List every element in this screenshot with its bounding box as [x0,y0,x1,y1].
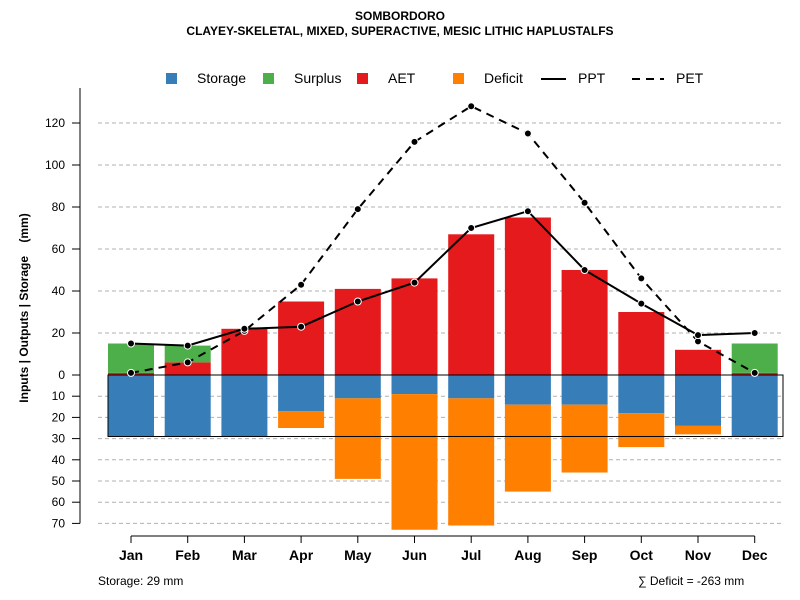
x-tick-label-mar: Mar [232,547,257,563]
deficit-bar [448,398,495,526]
legend-storage-swatch [166,73,177,84]
surplus-bar [108,343,154,373]
storage-bar [164,375,211,437]
y-tick-label: 40 [52,284,66,298]
pet-point [523,129,532,138]
y-tick-label: 10 [52,389,66,403]
surplus-bar [164,345,211,363]
aet-bar [504,217,551,375]
y-tick-label: 30 [52,432,66,446]
y-tick-label: 20 [52,410,66,424]
pet-point [750,368,759,377]
ppt-point [410,278,419,287]
deficit-bar [391,394,438,530]
x-tick-label-jun: Jun [402,547,427,563]
legend-ppt-label: PPT [578,70,606,86]
aet-bar [164,362,211,375]
y-tick-label: 40 [52,453,66,467]
storage-bar [221,375,268,437]
legend-deficit-label: Deficit [484,70,523,86]
aet-bar [448,234,495,375]
surplus-bar [731,343,778,373]
x-tick-label-oct: Oct [630,547,654,563]
deficit-bar [334,398,381,479]
aet-bar [391,278,438,375]
storage-bar [448,375,495,399]
storage-bar [561,375,608,405]
y-tick-label: 60 [52,495,66,509]
legend-aet-swatch [357,73,368,84]
legend-pet-label: PET [676,70,704,86]
pet-point [580,198,589,207]
ppt-point [580,266,589,274]
x-tick-label-jul: Jul [461,547,481,563]
aet-bar [675,349,721,375]
y-tick-label: 60 [52,242,66,256]
x-tick-label-may: May [344,547,371,563]
x-tick-label-sep: Sep [572,547,598,563]
ppt-point [523,207,532,216]
ppt-point [467,224,476,232]
storage-bar [108,375,154,437]
y-tick-label: 80 [52,200,66,214]
deficit-bar [675,425,721,435]
x-tick-label-apr: Apr [289,547,314,563]
deficit-bar [561,404,608,473]
aet-bar [221,328,268,375]
ppt-point [297,322,306,331]
storage-bar [731,375,778,437]
y-tick-label: 20 [52,326,66,340]
y-tick-label: 50 [52,474,66,488]
pet-point [353,205,362,214]
aet-bar [278,301,325,375]
x-tick-label-dec: Dec [742,547,768,563]
y-tick-label: 70 [52,516,66,530]
ppt-point [694,331,702,340]
storage-bar [504,375,551,405]
storage-bar [334,375,381,399]
legend-storage-label: Storage [197,70,247,86]
pet-point [127,368,135,377]
storage-capacity-outline [107,374,784,437]
pet-line [130,105,756,374]
storage-bar [278,375,325,412]
pet-point [637,274,646,283]
x-tick-label-aug: Aug [514,547,541,563]
y-tick-label: 120 [45,116,65,130]
deficit-summary: ∑ Deficit = -263 mm [638,574,745,588]
y-tick-label: 100 [45,158,65,172]
ppt-point [750,329,759,337]
x-tick-label-feb: Feb [175,547,200,563]
pet-point [410,137,419,146]
storage-bar [618,375,665,414]
storage-bar [675,375,721,426]
ppt-point [353,297,362,306]
legend-surplus-label: Surplus [294,70,342,86]
deficit-bar [504,404,551,492]
pet-point [183,358,192,367]
chart-title: SOMBORDORO [355,9,445,23]
pet-point [467,102,476,111]
legend-aet-label: AET [388,70,416,86]
x-tick-label-nov: Nov [685,547,712,563]
ppt-point [183,341,192,350]
aet-bar [618,312,665,375]
deficit-bar [618,413,665,448]
y-tick-label: 0 [58,368,65,382]
legend-deficit-swatch [453,73,464,84]
x-tick-label-jan: Jan [119,547,143,563]
pet-point [297,280,306,289]
aet-bar [561,270,608,375]
ppt-point [127,339,135,348]
chart-subtitle: CLAYEY-SKELETAL, MIXED, SUPERACTIVE, MES… [186,24,614,38]
ppt-point [240,324,249,333]
storage-summary: Storage: 29 mm [98,574,184,588]
ppt-line [130,210,755,347]
deficit-bar [278,411,325,428]
ppt-point [637,299,646,308]
legend-surplus-swatch [263,73,274,84]
storage-bar [391,375,438,395]
